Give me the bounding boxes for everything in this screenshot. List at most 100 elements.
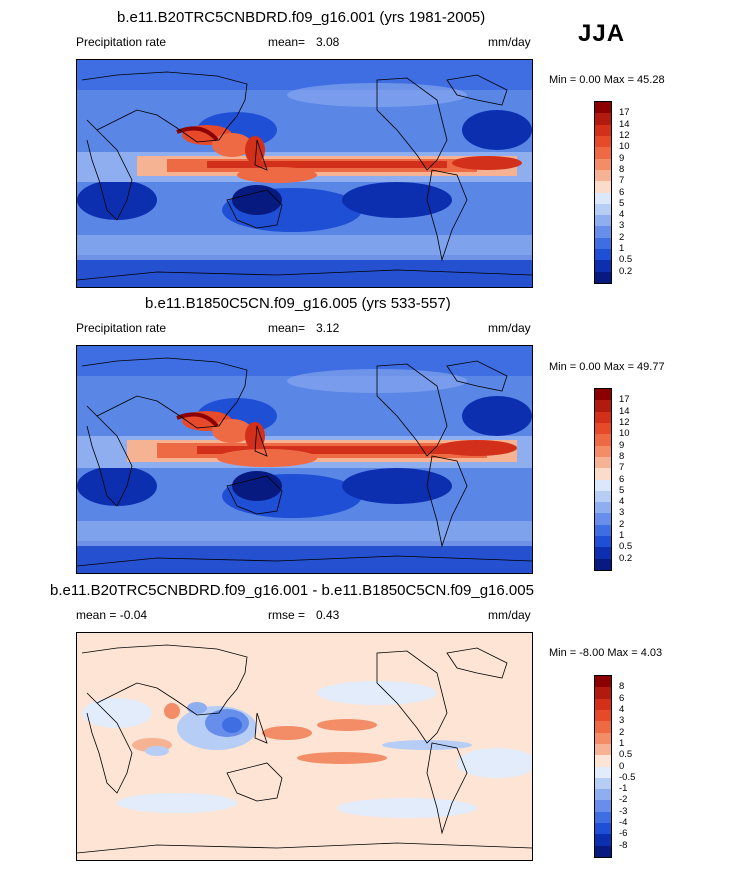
panel-1-title: b.e11.B20TRC5CNBDRD.f09_g16.001 (yrs 198… (117, 9, 486, 26)
colorbar-segment (595, 698, 611, 710)
colorbar-tick-label: -1 (619, 783, 628, 795)
colorbar-segment (595, 845, 611, 857)
panel-2-colorbar (594, 388, 612, 571)
colorbar-segment (595, 113, 611, 125)
colorbar-segment (595, 709, 611, 722)
colorbar-segment (595, 400, 611, 412)
panel-2-mean-value: 3.12 (316, 321, 340, 335)
colorbar-tick-label: 1 (619, 530, 625, 542)
colorbar-segment (595, 777, 611, 790)
colorbar-tick-label: 2 (619, 231, 625, 243)
colorbar-segment (595, 536, 611, 548)
panel-1-colorbar (594, 101, 612, 284)
colorbar-tick-label: 8 (619, 681, 625, 693)
panel-2-min-max: Min = 0.00 Max = 49.77 (549, 361, 665, 373)
colorbar-tick-label: 4 (619, 496, 625, 508)
colorbar-segment (595, 215, 611, 227)
panel-2-title: b.e11.B1850C5CN.f09_g16.005 (yrs 533-557… (145, 295, 451, 312)
colorbar-segment (595, 434, 611, 446)
panel-3-map-graphic (77, 633, 532, 860)
colorbar-segment (595, 547, 611, 559)
panel-1-units: mm/day (488, 35, 531, 49)
colorbar-segment (595, 687, 611, 699)
colorbar-tick-label: 4 (619, 209, 625, 221)
colorbar-tick-label: 3 (619, 715, 625, 727)
colorbar-tick-label: -4 (619, 817, 628, 829)
colorbar-tick-label: 17 (619, 394, 630, 406)
colorbar-tick-label: 3 (619, 220, 625, 232)
colorbar-tick-label: 8 (619, 450, 625, 462)
colorbar-tick-label: 12 (619, 416, 630, 428)
colorbar-tick-label: -3 (619, 805, 628, 817)
colorbar-segment (595, 732, 611, 744)
colorbar-segment (595, 237, 611, 250)
panel-2-precip-map (76, 345, 533, 574)
colorbar-tick-label: 3 (619, 507, 625, 519)
panel-1-map-graphic (77, 60, 532, 287)
colorbar-tick-label: 5 (619, 197, 625, 209)
panel-3-units: mm/day (488, 608, 531, 622)
panel-3-difference-map (76, 632, 533, 861)
panel-3-rmse-value: 0.43 (316, 608, 340, 622)
colorbar-tick-label: 14 (619, 118, 630, 130)
colorbar-tick-label: 17 (619, 107, 630, 119)
colorbar-tick-label: -6 (619, 828, 628, 840)
panel-2-units: mm/day (488, 321, 531, 335)
colorbar-segment (595, 158, 611, 170)
panel-2-map-graphic (77, 346, 532, 573)
colorbar-tick-label: -8 (619, 839, 628, 851)
colorbar-segment (595, 271, 611, 283)
colorbar-tick-label: 7 (619, 175, 625, 187)
panel-3-mean-text: mean = -0.04 (76, 608, 148, 622)
panel-1-mean-value: 3.08 (316, 35, 340, 49)
colorbar-segment (595, 800, 611, 812)
colorbar-segment (595, 789, 611, 801)
colorbar-segment (595, 743, 611, 756)
colorbar-segment (595, 479, 611, 491)
colorbar-segment (595, 192, 611, 204)
colorbar-tick-label: 12 (619, 129, 630, 141)
colorbar-segment (595, 766, 611, 778)
colorbar-segment (595, 811, 611, 824)
colorbar-segment (595, 249, 611, 261)
panel-3-rmse-label: rmse = (268, 608, 306, 622)
colorbar-tick-label: 6 (619, 186, 625, 198)
colorbar-segment (595, 102, 611, 114)
colorbar-segment (595, 147, 611, 159)
colorbar-tick-label: 14 (619, 405, 630, 417)
colorbar-tick-label: 2 (619, 726, 625, 738)
colorbar-tick-label: 7 (619, 462, 625, 474)
colorbar-tick-label: 6 (619, 473, 625, 485)
colorbar-segment (595, 456, 611, 469)
colorbar-tick-label: 0.5 (619, 541, 633, 553)
colorbar-segment (595, 823, 611, 835)
colorbar-segment (595, 422, 611, 435)
colorbar-segment (595, 389, 611, 401)
colorbar-tick-label: 6 (619, 692, 625, 704)
colorbar-segment (595, 490, 611, 503)
colorbar-segment (595, 169, 611, 182)
panel-1-variable-label: Precipitation rate (76, 35, 167, 49)
colorbar-tick-label: 5 (619, 484, 625, 496)
colorbar-segment (595, 445, 611, 457)
colorbar-tick-label: 10 (619, 141, 630, 153)
colorbar-tick-label: -2 (619, 794, 628, 806)
colorbar-tick-label: -0.5 (619, 771, 636, 783)
colorbar-segment (595, 755, 611, 767)
season-label: JJA (578, 20, 626, 47)
colorbar-segment (595, 203, 611, 216)
colorbar-tick-label: 4 (619, 703, 625, 715)
colorbar-segment (595, 834, 611, 846)
colorbar-tick-label: 10 (619, 428, 630, 440)
colorbar-segment (595, 513, 611, 525)
colorbar-segment (595, 721, 611, 733)
colorbar-segment (595, 524, 611, 537)
panel-1-min-max: Min = 0.00 Max = 45.28 (549, 74, 665, 86)
colorbar-segment (595, 181, 611, 193)
panel-3-colorbar (594, 675, 612, 858)
colorbar-tick-label: 0.5 (619, 254, 633, 266)
colorbar-segment (595, 226, 611, 238)
colorbar-tick-label: 0.5 (619, 749, 633, 761)
panel-3-title: b.e11.B20TRC5CNBDRD.f09_g16.001 - b.e11.… (50, 582, 534, 599)
colorbar-tick-label: 0.2 (619, 265, 633, 277)
